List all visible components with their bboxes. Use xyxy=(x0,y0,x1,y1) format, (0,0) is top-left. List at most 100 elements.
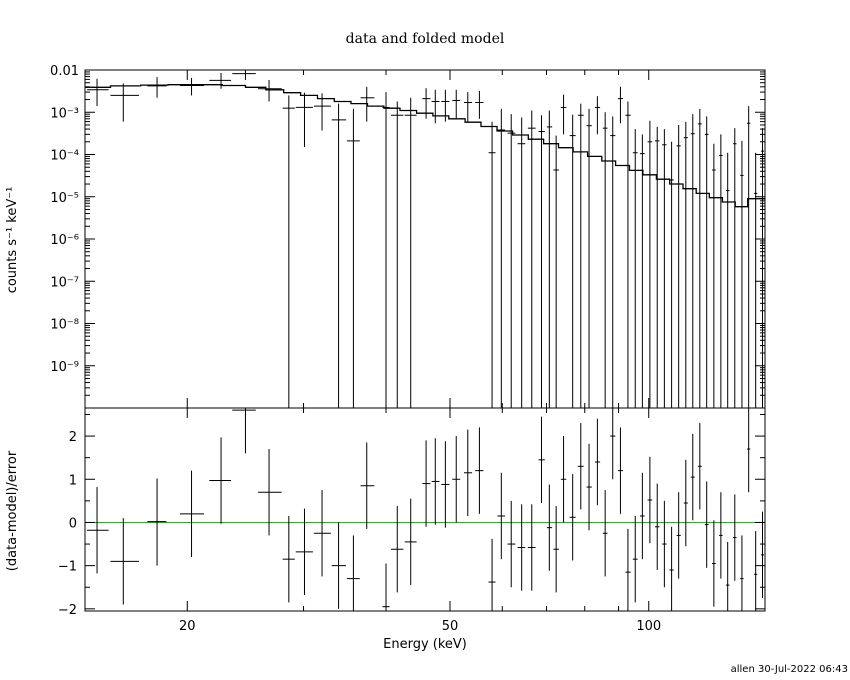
residual-point xyxy=(546,484,553,571)
residual-point xyxy=(422,440,431,527)
bottom-y-tick-label: 0 xyxy=(69,516,77,531)
residual-point xyxy=(577,423,584,510)
residual-point xyxy=(282,515,295,603)
top-x-ticks xyxy=(186,70,650,408)
data-point xyxy=(346,108,360,408)
residual-point xyxy=(404,498,417,586)
data-point xyxy=(475,90,484,119)
data-point xyxy=(258,79,282,102)
data-point xyxy=(697,108,702,408)
data-point xyxy=(390,101,404,408)
bottom-y-tick-label: 1 xyxy=(69,473,77,488)
top-panel: 0.01 10⁻³ 10⁻⁴ 10⁻⁵ 10⁻⁶ 10⁻⁷ 10⁻⁸ 10⁻⁹ counts … xyxy=(5,64,766,409)
data-point xyxy=(577,103,584,408)
bottom-y-ticks: −2 −1 0 1 2 xyxy=(58,413,765,618)
data-point xyxy=(647,120,653,408)
residual-point xyxy=(602,490,608,577)
residual-point xyxy=(382,563,390,611)
top-y-tick-label: 10⁻⁵ xyxy=(50,191,79,206)
residual-point xyxy=(431,438,440,525)
data-point xyxy=(209,72,232,89)
residual-point xyxy=(625,528,631,611)
data-point xyxy=(360,86,375,122)
data-point xyxy=(569,114,576,408)
top-y-tick-label: 0.01 xyxy=(50,64,79,79)
residual-point xyxy=(390,506,404,593)
residual-point xyxy=(507,500,516,588)
residual-point xyxy=(360,442,375,529)
bottom-y-tick-label: −2 xyxy=(58,603,77,618)
residual-point xyxy=(463,429,473,516)
data-point xyxy=(754,152,758,408)
data-point xyxy=(232,70,256,80)
footer-credit: allen 30-Jul-2022 06:43 xyxy=(731,664,848,675)
data-point xyxy=(676,124,681,408)
data-point xyxy=(560,94,567,135)
data-point xyxy=(610,116,616,408)
data-point xyxy=(431,89,440,124)
data-point xyxy=(662,129,667,408)
residual-point xyxy=(754,531,758,611)
residual-point xyxy=(760,511,765,599)
data-point xyxy=(538,115,545,408)
model-step-line xyxy=(85,84,765,208)
data-point xyxy=(110,83,139,122)
data-point xyxy=(690,114,695,408)
residual-point xyxy=(295,508,313,596)
top-y-tick-label: 10⁻⁷ xyxy=(50,275,79,290)
bottom-y-tick-label: 2 xyxy=(69,430,77,445)
data-point xyxy=(404,97,417,408)
residual-point xyxy=(740,535,744,611)
x-tick-label: 20 xyxy=(179,619,196,634)
data-point xyxy=(617,86,623,124)
residual-point xyxy=(110,518,139,605)
top-y-axis-label: counts s⁻¹ keV⁻¹ xyxy=(5,187,20,294)
residual-point xyxy=(617,427,623,514)
residual-point xyxy=(647,456,653,544)
residual-point xyxy=(313,490,331,577)
residual-point xyxy=(258,449,282,536)
residual-point xyxy=(747,408,751,493)
residual-point xyxy=(475,427,484,514)
residual-point xyxy=(87,487,109,574)
residual-point xyxy=(488,538,496,611)
residual-point xyxy=(346,535,360,611)
data-point xyxy=(725,152,730,408)
top-y-tick-label: 10⁻⁴ xyxy=(50,149,79,164)
residual-point xyxy=(683,459,688,547)
bottom-y-tick-label: −1 xyxy=(58,560,77,575)
residual-point xyxy=(594,418,601,506)
data-point xyxy=(180,77,204,96)
residual-point xyxy=(560,436,567,523)
residual-point xyxy=(497,472,506,560)
model-curve xyxy=(85,84,765,208)
data-point xyxy=(295,92,313,148)
data-point xyxy=(382,92,390,408)
chart-title: data and folded model xyxy=(346,31,505,47)
residual-point xyxy=(553,506,559,593)
residual-point xyxy=(676,492,681,579)
data-point xyxy=(546,110,553,408)
residual-point xyxy=(586,443,592,531)
residual-point xyxy=(331,522,347,609)
x-tick-label: 100 xyxy=(636,619,661,634)
data-point xyxy=(669,141,674,408)
data-point xyxy=(441,89,450,122)
data-point xyxy=(602,112,608,408)
data-point xyxy=(313,93,331,131)
residual-point xyxy=(662,500,667,588)
bottom-panel: −2 −1 0 1 2 20 50 100 (data-model)/error Energ… xyxy=(5,407,766,652)
residual-point xyxy=(147,478,167,566)
top-y-tick-label: 10⁻⁹ xyxy=(50,360,79,375)
data-point xyxy=(683,121,688,408)
data-point xyxy=(553,135,559,408)
data-point xyxy=(527,110,536,408)
data-point xyxy=(760,128,765,408)
residual-point xyxy=(669,526,674,611)
top-y-tick-label: 10⁻³ xyxy=(50,106,79,121)
data-point xyxy=(654,126,660,408)
residual-point xyxy=(441,441,450,528)
residual-point xyxy=(632,515,638,603)
residual-point xyxy=(725,541,730,611)
